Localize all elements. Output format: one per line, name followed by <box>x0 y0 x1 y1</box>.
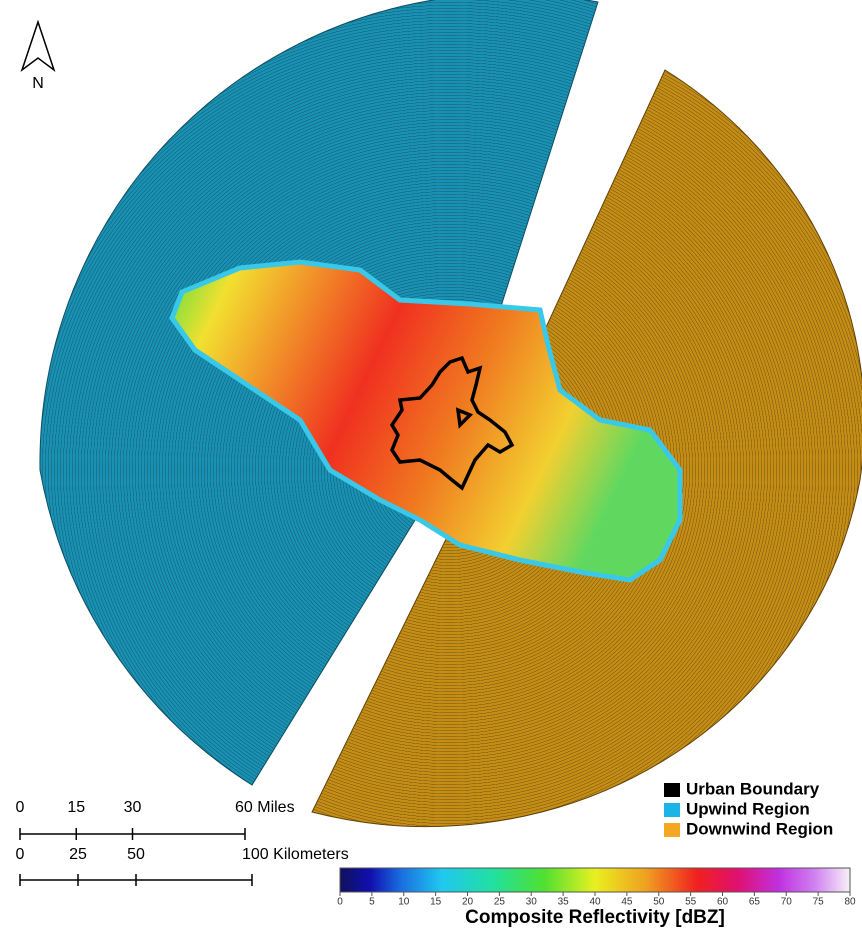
colorbar-tick-label: 60 <box>717 897 729 908</box>
scale-label: 60 Miles <box>235 799 295 816</box>
colorbar-tick-label: 25 <box>494 897 506 908</box>
colorbar-ramp <box>340 868 850 892</box>
scale-label: 15 <box>67 799 85 816</box>
legend-swatch <box>664 823 680 837</box>
colorbar-title: Composite Reflectivity [dBZ] <box>465 907 725 928</box>
legend-swatch <box>664 783 680 797</box>
scale-label: 25 <box>69 846 87 863</box>
colorbar-tick-label: 10 <box>398 897 410 908</box>
colorbar-tick-label: 65 <box>749 897 761 908</box>
legend-swatch <box>664 803 680 817</box>
colorbar-tick-label: 0 <box>337 897 343 908</box>
map-figure: N 0153060 Miles02550100 Kilometers Urban… <box>0 0 862 931</box>
scale-label: 0 <box>16 846 25 863</box>
scale-label: 30 <box>124 799 142 816</box>
legend-label: Downwind Region <box>686 819 833 838</box>
legend-label: Urban Boundary <box>686 779 820 798</box>
scale-label: 50 <box>127 846 145 863</box>
scale-label: 100 Kilometers <box>242 846 349 863</box>
colorbar: Composite Reflectivity [dBZ] 0 5 10 15 20 25 3… <box>337 868 856 928</box>
colorbar-tick-label: 55 <box>685 897 697 908</box>
north-label: N <box>32 75 44 92</box>
colorbar-tick-label: 30 <box>526 897 538 908</box>
colorbar-tick-label: 35 <box>558 897 570 908</box>
scale-label: 0 <box>16 799 25 816</box>
colorbar-tick-label: 50 <box>653 897 665 908</box>
colorbar-tick-label: 80 <box>844 897 856 908</box>
north-arrow: N <box>22 22 54 92</box>
colorbar-tick-label: 75 <box>813 897 825 908</box>
legend-label: Upwind Region <box>686 799 810 818</box>
scale-bars: 0 15 30 60 Miles 0 25 50 100 Kilometers <box>16 799 349 886</box>
colorbar-tick-label: 70 <box>781 897 793 908</box>
colorbar-tick-label: 15 <box>430 897 442 908</box>
colorbar-tick-label: 45 <box>621 897 633 908</box>
colorbar-tick-label: 40 <box>589 897 601 908</box>
colorbar-tick-label: 5 <box>369 897 375 908</box>
colorbar-tick-label: 20 <box>462 897 474 908</box>
